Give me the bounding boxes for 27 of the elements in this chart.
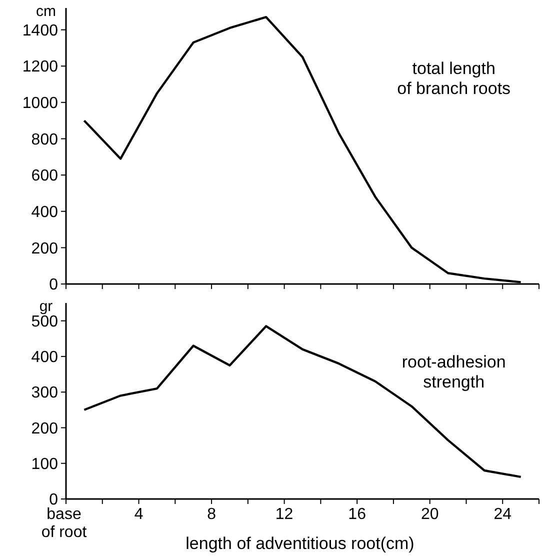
- x-tick-label: 24: [494, 506, 512, 523]
- y-tick-label: 500: [31, 313, 58, 330]
- x-tick-label: 4: [134, 506, 144, 523]
- annotation: total length of branch roots: [397, 59, 511, 98]
- y-axis-title: gr: [39, 298, 53, 315]
- x-tick-label: 20: [420, 506, 439, 523]
- y-tick-label: 200: [31, 420, 58, 438]
- y-tick-label: 800: [31, 131, 58, 148]
- y-axis-title: cm: [36, 3, 56, 20]
- y-tick-label: 600: [31, 168, 58, 185]
- y-tick-label: 300: [31, 384, 58, 402]
- annotation: root-adhesion strength: [402, 352, 506, 392]
- line-series: [83, 325, 522, 478]
- y-tick-label: 1000: [22, 95, 58, 112]
- y-tick-label: 100: [31, 456, 58, 473]
- y-tick-label: 400: [31, 204, 58, 221]
- x-tick-label: base of root: [41, 506, 88, 541]
- x-tick-label: 8: [207, 506, 216, 523]
- y-tick-label: 400: [31, 349, 58, 366]
- y-tick-label: 0: [49, 276, 58, 294]
- y-tick-label: 0: [49, 492, 58, 509]
- y-tick-label: 1200: [22, 58, 58, 76]
- y-tick-label: 200: [31, 240, 58, 258]
- x-tick-label: 12: [275, 506, 294, 523]
- y-tick-label: 1400: [22, 22, 58, 40]
- x-axis-title: length of adventitious root(cm): [186, 534, 414, 553]
- x-tick-label: 16: [348, 506, 366, 523]
